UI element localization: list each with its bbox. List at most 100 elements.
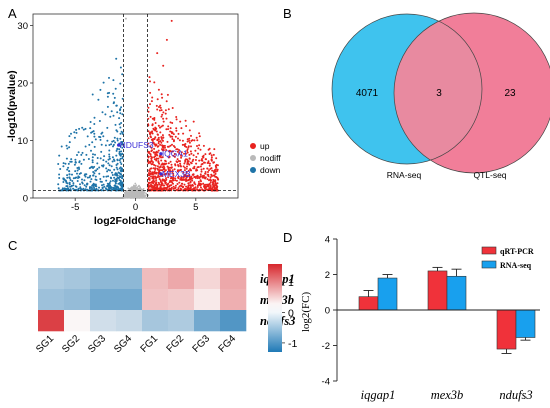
volcano-point-up [197,147,200,150]
heatmap-scale-ticks: 1 0 -1 [282,277,297,350]
volcano-x-tick-label: -5 [71,202,79,213]
volcano-point-down [121,113,124,116]
volcano-point-nodiff [132,193,135,196]
volcano-point-down [119,161,122,164]
volcano-point-up [166,140,169,143]
volcano-point-down [118,148,121,151]
volcano-point-down [78,127,81,130]
volcano-point-down [58,154,61,157]
volcano-point-nodiff [145,193,148,196]
volcano-point-up [198,183,201,186]
volcano-point-up [161,175,164,177]
volcano-point-up [206,167,209,170]
volcano-point-up [188,141,191,144]
volcano-point-down [72,187,75,190]
volcano-point-up [153,147,156,150]
volcano-point-up [148,160,151,163]
legend-rna-seq-label: RNA-seq [500,261,532,270]
bar-rna-seq [446,275,467,311]
legend-up-label: up [260,141,270,151]
volcano-point-up [183,169,186,172]
volcano-point-down [117,176,120,179]
volcano-point-up [147,186,150,189]
volcano-point-up [163,167,166,169]
volcano-point-up [165,172,168,175]
volcano-point-up [214,170,217,173]
volcano-point-up [179,169,182,172]
heatmap-column-label: SG4 [112,333,134,355]
volcano-point-up [155,104,158,107]
legend-nodiff-label: nodiff [260,153,281,163]
volcano-point-up [157,133,159,136]
volcano-point-up [147,137,150,140]
volcano-point-down [93,186,95,189]
volcano-point-down [86,176,89,179]
volcano-point-down [57,163,60,165]
volcano-point-down [115,154,118,157]
volcano-point-down [66,147,69,150]
volcano-point-down [91,156,94,159]
heatmap-cell [142,289,169,311]
volcano-point-up [210,156,213,159]
volcano-point-down [118,179,121,181]
volcano-point-up [156,167,159,170]
volcano-point-up [200,170,203,173]
volcano-point-up [156,165,159,168]
bar-chart: -4 -2 0 2 4 iqgap1 mex3b ndufs3 log2(FC) qRT-P… [300,235,540,402]
volcano-point-up [174,177,177,180]
volcano-point-up [170,184,173,187]
volcano-point-up [196,188,198,191]
volcano-point-up [154,176,157,179]
volcano-point-down [79,183,81,186]
bar-qrt-pcr [427,270,448,311]
volcano-point-up [165,100,168,103]
volcano-point-up [170,163,173,166]
volcano-point-down [63,178,66,181]
volcano-gene-label: MEX3B [162,169,191,179]
volcano-point-up [186,149,189,152]
volcano-point-down [75,131,78,134]
volcano-point-down [98,120,101,122]
volcano-point-up [186,188,189,191]
volcano-point-down [86,135,89,138]
volcano-point-down [98,186,100,189]
heatmap-column-label: FG3 [191,333,213,355]
volcano-point-down [106,139,109,142]
volcano-point-nodiff [128,196,131,198]
volcano-point-up [167,125,170,128]
heatmap-color-scale [268,264,282,352]
volcano-point-down [90,178,93,181]
volcano-point-up [167,156,170,159]
volcano-point-up [201,155,204,158]
volcano-point-up [164,182,167,185]
volcano-point-up [193,187,196,190]
volcano-point-down [113,184,116,187]
volcano-point-down [92,130,95,133]
volcano-point-up [152,179,155,182]
volcano-point-up [153,117,156,120]
heatmap-column-labels: SG1 SG2 SG3 SG4 FG1 FG2 FG3 FG4 [34,333,238,355]
volcano-point-down [111,171,113,174]
volcano-point-down [95,187,98,190]
volcano-point-down [115,166,118,169]
volcano-point-up [208,183,211,185]
volcano-point-down [77,151,80,154]
volcano-point-down [84,127,87,130]
volcano-point-down [99,180,102,183]
volcano-x-ticks: -5 0 5 [71,198,198,213]
volcano-point-up [153,118,156,121]
volcano-point-down [112,79,115,82]
volcano-point-down [102,175,105,178]
volcano-point-up [183,162,186,165]
volcano-point-up [196,186,199,188]
volcano-point-up [189,181,192,184]
volcano-point-nodiff [137,185,140,188]
volcano-point-up [185,146,188,148]
volcano-point-up [188,174,191,177]
bar-y-label: log2(FC) [300,291,312,332]
volcano-point-up [175,116,178,118]
volcano-point-outlier [162,64,165,67]
heatmap-cell [38,268,65,290]
volcano-point-up [172,176,175,179]
volcano-point-up [149,133,152,136]
